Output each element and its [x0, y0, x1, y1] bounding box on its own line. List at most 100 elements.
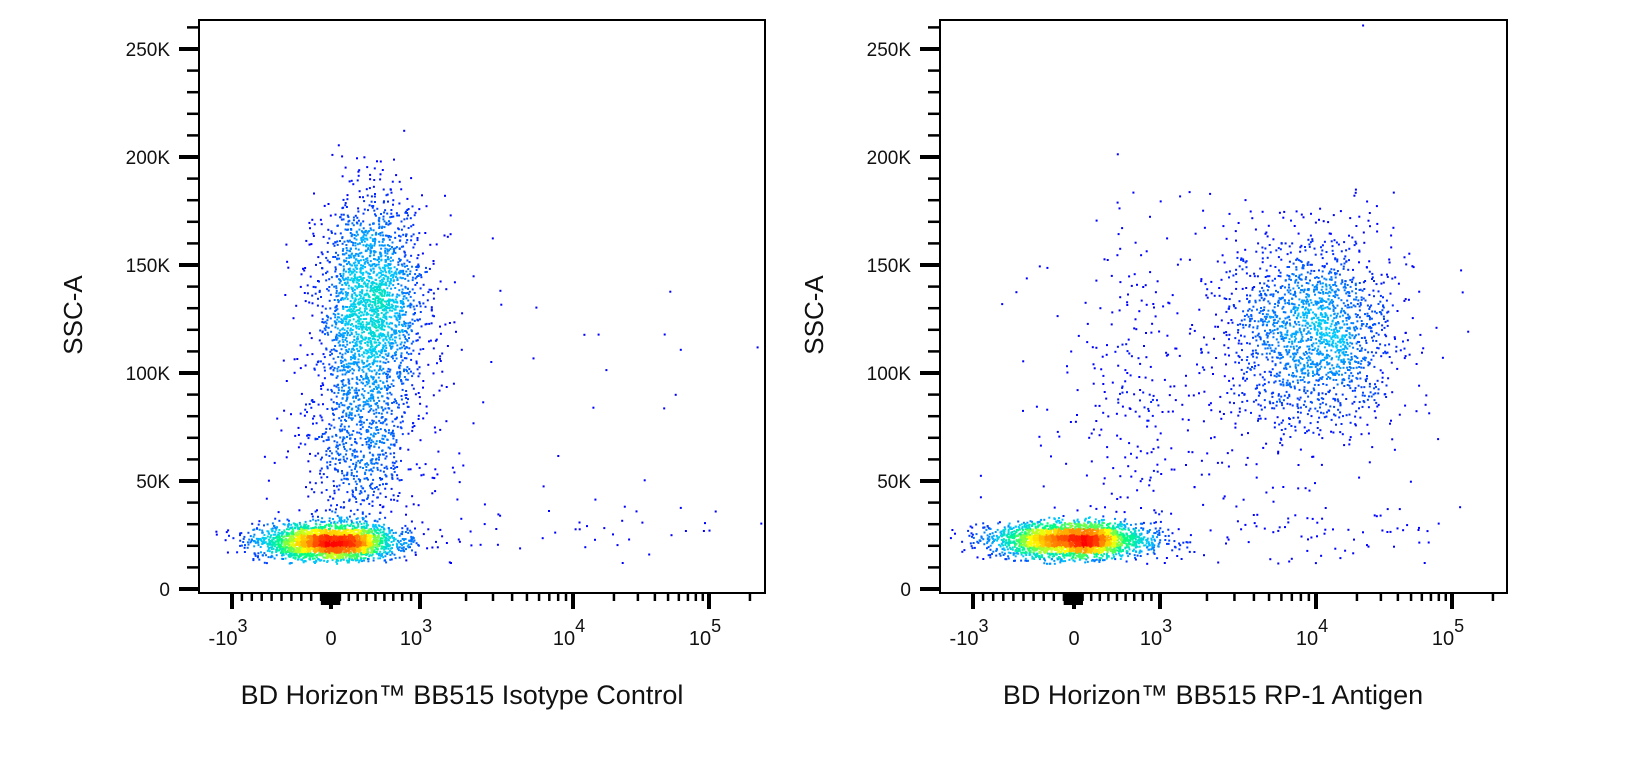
data-point — [332, 549, 335, 552]
data-point — [343, 540, 346, 543]
data-point — [354, 557, 357, 560]
data-point — [360, 325, 363, 328]
data-point — [308, 332, 311, 335]
data-point — [342, 539, 345, 541]
data-point — [380, 255, 382, 258]
data-point — [398, 257, 401, 260]
data-point — [327, 203, 330, 205]
data-point — [387, 331, 390, 334]
data-point — [348, 535, 351, 538]
data-point — [415, 304, 418, 307]
data-point — [274, 530, 277, 533]
data-point — [425, 322, 428, 325]
data-point — [419, 439, 422, 442]
data-point — [363, 262, 366, 265]
data-point — [368, 555, 371, 558]
data-point — [395, 273, 398, 276]
data-point — [362, 525, 365, 528]
data-point — [314, 540, 317, 543]
data-point — [375, 408, 378, 411]
data-point — [398, 337, 401, 340]
data-point — [331, 435, 334, 438]
data-point — [326, 559, 329, 562]
data-point — [363, 534, 366, 537]
data-point — [368, 305, 370, 307]
data-point — [410, 235, 413, 238]
data-point — [344, 166, 347, 169]
data-point — [351, 348, 354, 351]
data-point — [363, 522, 366, 525]
data-point — [376, 316, 379, 319]
data-point — [375, 278, 377, 281]
data-point — [399, 276, 402, 279]
data-point — [389, 280, 392, 283]
data-point — [331, 553, 334, 556]
data-point — [365, 530, 368, 533]
data-point — [275, 528, 278, 531]
data-point — [382, 298, 384, 301]
data-point — [439, 332, 442, 335]
data-point — [366, 551, 369, 554]
data-point — [362, 271, 365, 274]
data-point — [377, 289, 380, 291]
data-point — [395, 276, 397, 278]
data-point — [377, 406, 380, 409]
data-point — [344, 373, 347, 376]
data-point — [306, 525, 309, 528]
data-point — [317, 526, 320, 529]
data-point — [407, 543, 410, 546]
data-point — [298, 549, 301, 552]
data-point — [348, 540, 351, 543]
data-point — [359, 285, 362, 288]
data-point — [412, 349, 415, 352]
data-point — [296, 554, 299, 557]
data-point — [405, 390, 408, 392]
data-point — [310, 532, 313, 535]
data-point — [400, 398, 403, 401]
data-point — [355, 320, 358, 323]
data-point — [268, 546, 271, 549]
data-point — [327, 536, 329, 539]
data-point — [266, 523, 269, 526]
data-point — [349, 300, 352, 303]
data-point — [309, 275, 312, 278]
data-point — [380, 545, 383, 548]
data-point — [345, 350, 348, 352]
data-point — [340, 521, 343, 524]
data-point — [383, 264, 386, 267]
data-point — [292, 522, 295, 525]
data-point — [351, 222, 354, 225]
data-point — [260, 551, 262, 554]
data-point — [346, 546, 349, 549]
data-point — [352, 307, 355, 310]
data-point — [371, 529, 374, 532]
data-point — [345, 536, 348, 539]
data-point — [271, 544, 274, 547]
data-point — [356, 394, 359, 397]
data-point — [405, 210, 407, 213]
data-point — [354, 247, 357, 250]
data-point — [308, 221, 311, 224]
data-point — [406, 274, 409, 277]
data-point — [338, 403, 341, 406]
data-point — [358, 327, 361, 330]
data-point — [384, 312, 387, 315]
data-point — [360, 267, 363, 269]
data-point — [302, 526, 305, 529]
data-point — [375, 550, 378, 553]
data-point — [341, 555, 344, 558]
data-point — [386, 333, 389, 336]
data-point — [350, 241, 353, 243]
data-point — [378, 368, 381, 371]
data-point — [342, 334, 345, 337]
data-point — [428, 267, 431, 270]
data-point — [370, 344, 373, 347]
data-point — [374, 543, 377, 546]
data-point — [305, 526, 307, 529]
data-point — [355, 271, 358, 274]
data-point — [368, 187, 371, 190]
data-point — [364, 547, 367, 550]
data-point — [383, 325, 386, 328]
data-point — [416, 239, 419, 242]
data-point — [380, 247, 383, 250]
